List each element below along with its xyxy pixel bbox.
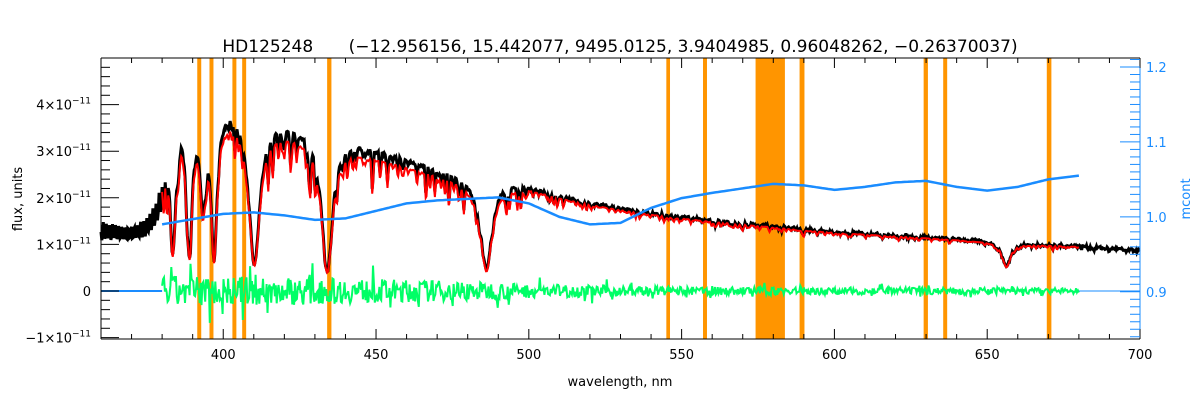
masked-region-band: [327, 58, 332, 339]
y2-tick-label: 1.0: [1146, 211, 1167, 226]
y-tick-exponent: −11: [72, 143, 91, 153]
curves: [99, 120, 1141, 323]
masked-region-band: [799, 58, 805, 339]
y2-tick-label: 1.1: [1146, 136, 1167, 151]
masked-region-band: [1046, 58, 1052, 339]
x-tick-label: 450: [364, 348, 389, 363]
x-tick-label: 700: [1128, 348, 1153, 363]
masked-region-band: [666, 58, 671, 339]
y-tick-mantissa: 2×10: [36, 192, 72, 207]
y-tick-label: 4×10−11: [36, 97, 91, 114]
residual-line: [161, 263, 1080, 323]
x-tick-label: 650: [975, 348, 1000, 363]
y-tick-mantissa: 3×10: [36, 145, 72, 160]
y-tick-label: 2×10−11: [36, 190, 91, 207]
y2-tick-label: 0.9: [1146, 286, 1167, 301]
y-tick-mantissa: 1×10: [36, 238, 72, 253]
y-axis-label: flux, units: [11, 167, 26, 232]
y-tick-mantissa: 4×10: [36, 99, 72, 114]
x-axis-label: wavelength, nm: [568, 375, 673, 390]
x-tick-label: 500: [516, 348, 541, 363]
x-tick-label: 550: [669, 348, 694, 363]
y-tick-mantissa: −1×10: [25, 332, 72, 347]
y-tick-exponent: −11: [72, 236, 91, 246]
title-params: (−12.956156, 15.442077, 9495.0125, 3.940…: [349, 37, 1018, 57]
masked-region-band: [232, 58, 237, 339]
y-tick-label: −1×10−11: [25, 330, 91, 347]
masked-region-band: [923, 58, 928, 339]
x-tick-label: 600: [822, 348, 847, 363]
masked-region-band: [703, 58, 707, 339]
y-tick-exponent: −11: [72, 190, 91, 200]
y2-tick-label: 1.2: [1146, 61, 1167, 76]
y2-axis-label: mcont: [1179, 178, 1194, 219]
masked-region-band: [242, 58, 247, 339]
y-tick-label: 1×10−11: [36, 236, 91, 253]
masked-region-band: [197, 58, 202, 339]
x-tick-label: 400: [211, 348, 236, 363]
masked-region-band: [943, 58, 948, 339]
axes: 400 450 500 550 600 650 700−1×10−1101×10−112×1…: [25, 57, 1167, 363]
y-tick-mantissa: 0: [83, 285, 91, 300]
masked-regions: [197, 58, 1052, 339]
chart-title: HD125248 (−12.956156, 15.442077, 9495.01…: [222, 37, 1017, 57]
y-tick-exponent: −11: [72, 97, 91, 107]
continuum-function-line: [161, 174, 1080, 226]
masked-region-band: [755, 58, 785, 339]
y-tick-exponent: −11: [72, 330, 91, 340]
model-spectrum-line: [161, 131, 1080, 275]
y-tick-label: 0: [83, 285, 91, 300]
title-object: HD125248: [222, 37, 313, 57]
y-tick-label: 3×10−11: [36, 143, 91, 160]
